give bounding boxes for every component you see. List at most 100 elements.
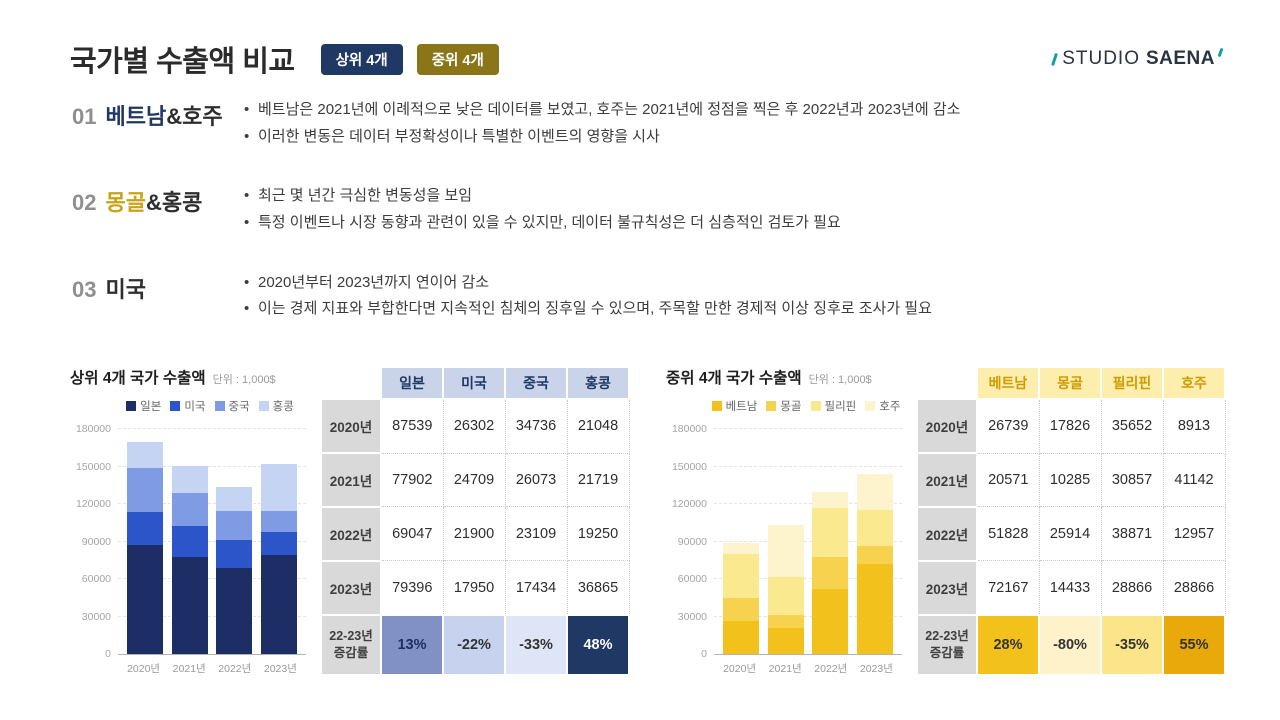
y-axis-tick: 0 xyxy=(701,648,707,660)
table-cell: 41142 xyxy=(1162,452,1226,508)
table-row: 2020년 26739 17826 35652 8913 xyxy=(916,398,1226,455)
table-row-label: 2020년 xyxy=(320,398,382,455)
table-cell: 8913 xyxy=(1162,398,1226,454)
legend-swatch-icon xyxy=(214,401,225,411)
legend-swatch-icon xyxy=(711,401,722,411)
x-axis-label: 2023년 xyxy=(263,663,297,675)
bullet-item: 2020년부터 2023년까지 연이어 감소 xyxy=(244,270,1210,297)
y-axis-tick: 150000 xyxy=(671,460,707,473)
change-row-label: 22-23년 증감률 xyxy=(320,613,382,677)
change-cell: 28% xyxy=(976,613,1040,677)
bar-segment xyxy=(767,525,804,577)
gridline xyxy=(714,503,902,504)
bullet-item: 이는 경제 지표와 부합한다면 지속적인 침체의 징후일 수 있으며, 주목할 … xyxy=(244,296,1210,323)
logo-accent-icon xyxy=(1051,52,1059,66)
table-cell: 24709 xyxy=(442,452,506,508)
analysis-sections: 01 베트남&호주 베트남은 2021년에 이례적으로 낮은 데이터를 보였고, … xyxy=(72,97,1210,323)
section-title-segment: 몽골 xyxy=(105,190,146,216)
x-axis-label: 2022년 xyxy=(218,663,252,675)
table-column-header: 중국 xyxy=(504,365,568,401)
bullet-item: 베트남은 2021년에 이례적으로 낮은 데이터를 보였고, 호주는 2021년… xyxy=(244,97,1210,124)
section-number: 01 xyxy=(72,104,97,129)
bar-stack xyxy=(126,442,163,654)
table-cell: 79396 xyxy=(380,560,444,616)
legend-item: 호주 xyxy=(865,398,900,414)
legend-swatch-icon xyxy=(258,401,269,411)
bar-stack xyxy=(216,487,253,654)
gridline xyxy=(714,540,902,542)
table-column-header: 호주 xyxy=(1162,365,1226,401)
y-axis-tick: 180000 xyxy=(671,423,707,435)
y-axis-tick: 0 xyxy=(105,648,111,660)
table-cell: 38871 xyxy=(1100,506,1164,562)
x-axis-label: 2022년 xyxy=(814,663,848,675)
table-row-label: 2022년 xyxy=(320,505,382,562)
table-row-label: 2020년 xyxy=(916,398,978,455)
legend-label: 베트남 xyxy=(725,401,758,413)
table-row-label: 2021년 xyxy=(916,452,978,508)
table-cell: 26073 xyxy=(504,452,568,508)
legend-label: 미국 xyxy=(184,401,206,413)
y-axis-tick: 120000 xyxy=(75,498,111,510)
bar-group xyxy=(118,430,306,654)
section-vietnam-australia: 01 베트남&호주 베트남은 2021년에 이례적으로 낮은 데이터를 보였고, … xyxy=(72,97,1210,150)
y-axis-tick: 90000 xyxy=(81,535,111,548)
chart-unit-label: 단위 : 1,000$ xyxy=(808,374,872,386)
table-cell: 10285 xyxy=(1038,452,1102,508)
chart-legend: 베트남 몽골 필리핀 호주 xyxy=(710,398,902,414)
section-usa: 03 미국 2020년부터 2023년까지 연이어 감소 이는 경제 지표와 부합… xyxy=(72,270,1210,323)
chart-legend: 일본 미국 중국 홍콩 xyxy=(114,398,306,414)
table-cell: 51828 xyxy=(976,506,1040,562)
table-cell: 28866 xyxy=(1162,560,1226,616)
top4-panel: 상위 4개 국가 수출액 단위 : 1,000$ 일본 미국 중국 홍콩 0 30000… xyxy=(70,365,630,677)
table-column-header: 일본 xyxy=(380,365,444,401)
table-cell: 17950 xyxy=(442,560,506,616)
table-row: 2021년 77902 24709 26073 21719 xyxy=(320,452,630,508)
bar-segment xyxy=(812,589,849,654)
section-heading: 02 몽골&홍콩 xyxy=(72,183,244,217)
bar-segment xyxy=(261,464,298,511)
logo-saena-text: SAENA xyxy=(1145,48,1215,69)
bar-segment xyxy=(857,509,894,546)
badge-mid4: 중위 4개 xyxy=(416,43,499,75)
section-bullets: 베트남은 2021년에 이례적으로 낮은 데이터를 보였고, 호주는 2021년… xyxy=(244,97,1210,150)
table-cell: 21900 xyxy=(442,506,506,562)
bar-segment xyxy=(216,540,253,568)
section-title-segment: 호주 xyxy=(182,104,223,129)
section-bullets: 최근 몇 년간 극심한 변동성을 보임 특정 이벤트나 시장 동향과 관련이 있… xyxy=(244,183,1210,236)
bar-stack xyxy=(722,542,759,654)
section-bullets: 2020년부터 2023년까지 연이어 감소 이는 경제 지표와 부합한다면 지… xyxy=(244,270,1210,323)
legend-label: 중국 xyxy=(228,401,250,413)
table-cell: 23109 xyxy=(504,506,568,562)
table-column-header: 홍콩 xyxy=(566,365,630,401)
bar-segment xyxy=(767,576,804,616)
chart-title: 상위 4개 국가 수출액 xyxy=(70,370,206,387)
bar-stack xyxy=(261,464,298,654)
bar-segment xyxy=(767,628,804,654)
table-cell: 12957 xyxy=(1162,506,1226,562)
change-cell: -22% xyxy=(442,613,506,677)
plot-area: 0 30000 60000 90000 120000 150000 180000 2020년… xyxy=(76,423,306,676)
bar-segment xyxy=(171,466,208,494)
table-cell: 14433 xyxy=(1038,560,1102,616)
change-cell: 48% xyxy=(566,613,630,677)
table-cell: 21719 xyxy=(566,452,630,508)
gridline xyxy=(714,428,902,429)
legend-item: 몽골 xyxy=(766,398,802,414)
mid4-chart: 중위 4개 국가 수출액 단위 : 1,000$ 베트남 몽골 필리핀 호주 0 300… xyxy=(666,366,902,676)
table-cell: 17826 xyxy=(1038,398,1102,454)
legend-swatch-icon xyxy=(126,401,137,411)
bar-segment xyxy=(722,542,759,554)
bar-segment xyxy=(171,525,208,557)
change-row-label: 22-23년 증감률 xyxy=(916,613,978,677)
gridline xyxy=(714,578,902,579)
section-title: 베트남&호주 xyxy=(105,104,222,129)
table-cell: 72167 xyxy=(976,560,1040,616)
table-row: 2020년 87539 26302 34736 21048 xyxy=(320,398,630,455)
bullet-item: 특정 이벤트나 시장 동향과 관련이 있을 수 있지만, 데이터 불규칙성은 더… xyxy=(244,210,1210,237)
section-title-segment: 홍콩 xyxy=(161,190,203,216)
legend-item: 필리핀 xyxy=(810,398,856,414)
legend-swatch-icon xyxy=(810,401,821,411)
bar-segment xyxy=(722,620,759,654)
bar-stack xyxy=(171,466,208,654)
